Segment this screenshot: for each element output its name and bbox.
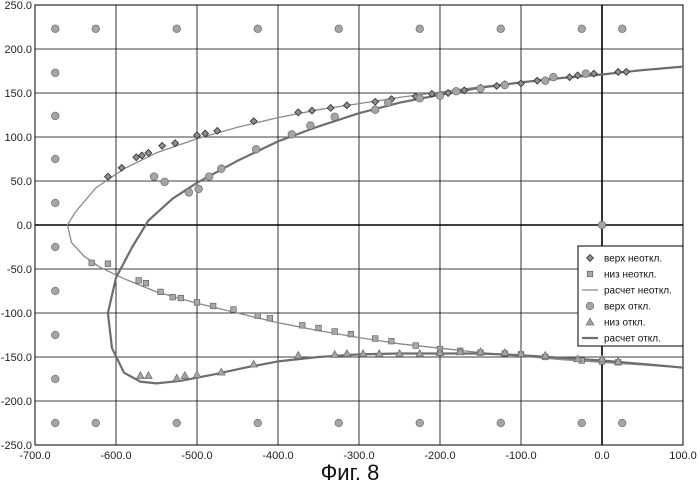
data-point-square [332, 329, 338, 335]
data-point-circle [307, 122, 315, 130]
data-point-circle [195, 185, 203, 193]
data-point-circle [618, 25, 626, 33]
data-point-circle [416, 94, 424, 102]
data-point-circle [218, 165, 226, 173]
legend-swatch [587, 271, 593, 277]
data-point-square [178, 295, 184, 301]
legend-label: низ неоткл. [604, 270, 657, 281]
data-point-square [194, 300, 200, 306]
legend-swatch [586, 302, 594, 310]
data-point-circle [477, 85, 485, 93]
data-point-circle [92, 25, 100, 33]
data-point-circle [416, 419, 424, 427]
data-point-circle [254, 25, 262, 33]
data-point-square [316, 325, 322, 331]
data-point-square [372, 336, 378, 342]
y-tick-label: 250.0 [4, 0, 32, 12]
legend-label: верх неоткл. [604, 254, 662, 265]
data-point-circle [205, 173, 213, 181]
data-point-square [348, 331, 354, 337]
legend-label: верх откл. [604, 302, 651, 313]
data-point-square [136, 278, 142, 284]
data-point-square [170, 294, 176, 300]
data-point-circle [618, 419, 626, 427]
data-point-circle [501, 81, 509, 89]
y-tick-label: 50.0 [11, 176, 32, 188]
x-tick-label: -300.0 [343, 450, 374, 460]
data-point-circle [173, 25, 181, 33]
data-point-square [255, 313, 261, 319]
data-point-square [105, 261, 111, 267]
x-tick-label: -400.0 [262, 450, 293, 460]
data-point-square [158, 289, 164, 295]
data-point-square [267, 315, 273, 321]
data-point-circle [288, 131, 296, 139]
data-point-circle [150, 173, 158, 181]
x-tick-label: 100.0 [669, 450, 697, 460]
data-point-circle [92, 419, 100, 427]
data-point-circle [550, 73, 558, 81]
data-point-circle [252, 146, 260, 154]
y-tick-label: -200.0 [1, 396, 32, 408]
data-point-circle [161, 178, 169, 186]
legend: верх неоткл. низ неоткл. расчет неоткл. вер… [578, 246, 683, 346]
data-point-circle [497, 419, 505, 427]
data-point-circle [51, 199, 59, 207]
data-point-circle [416, 25, 424, 33]
legend-label: низ откл. [604, 318, 646, 329]
x-tick-label: -500.0 [181, 450, 212, 460]
data-point-square [231, 307, 237, 313]
data-point-circle [185, 189, 193, 197]
data-point-circle [51, 112, 59, 120]
data-point-square [143, 280, 149, 286]
data-point-circle [335, 419, 343, 427]
data-point-circle [51, 419, 59, 427]
data-point-circle [335, 25, 343, 33]
data-point-circle [582, 70, 590, 78]
data-point-circle [51, 287, 59, 295]
chart: -700.0-600.0-500.0-400.0-300.0-200.0-100… [0, 0, 700, 460]
data-point-circle [452, 87, 460, 95]
x-tick-label: -100.0 [505, 450, 536, 460]
data-point-square [210, 303, 216, 309]
y-tick-label: -100.0 [1, 308, 32, 320]
y-tick-label: 200.0 [4, 44, 32, 56]
y-tick-label: -250.0 [1, 440, 32, 452]
data-point-circle [384, 99, 392, 107]
data-point-circle [51, 155, 59, 163]
data-point-circle [51, 243, 59, 251]
data-point-circle [51, 375, 59, 383]
figure-caption: Фиг. 8 [0, 460, 700, 486]
data-point-circle [598, 221, 606, 229]
legend-label: расчет неоткл. [604, 286, 672, 297]
legend-label: расчет откл. [604, 334, 661, 345]
data-point-square [413, 343, 419, 349]
data-point-circle [371, 106, 379, 114]
data-point-circle [436, 92, 444, 100]
data-point-circle [542, 77, 550, 85]
data-point-circle [497, 25, 505, 33]
y-tick-label: -50.0 [7, 264, 32, 276]
x-tick-label: -200.0 [424, 450, 455, 460]
x-tick-label: -600.0 [100, 450, 131, 460]
data-point-circle [173, 419, 181, 427]
data-point-square [389, 338, 395, 344]
data-point-circle [331, 113, 339, 121]
data-point-circle [578, 25, 586, 33]
y-tick-label: 100.0 [4, 132, 32, 144]
data-point-circle [254, 419, 262, 427]
y-tick-label: 150.0 [4, 88, 32, 100]
data-point-square [89, 260, 95, 266]
y-tick-label: 0.0 [17, 220, 32, 232]
data-point-circle [51, 69, 59, 77]
data-point-circle [51, 25, 59, 33]
y-tick-label: -150.0 [1, 352, 32, 364]
data-point-circle [578, 419, 586, 427]
data-point-circle [51, 331, 59, 339]
x-tick-label: 0.0 [594, 450, 609, 460]
data-point-square [300, 323, 306, 329]
